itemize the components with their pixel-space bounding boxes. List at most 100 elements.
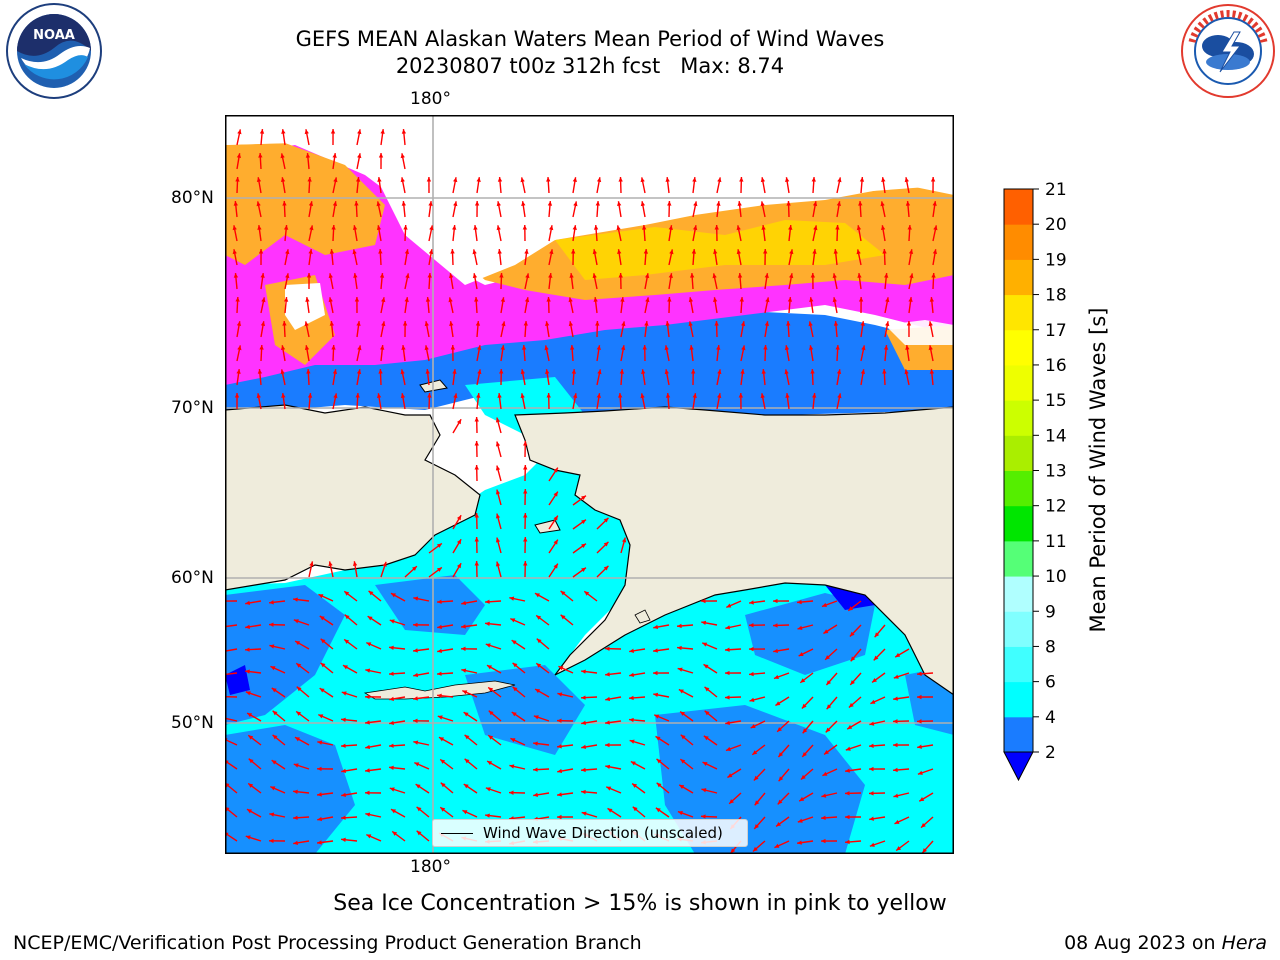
map-panel [225,115,954,854]
wave-arrow-head [874,632,880,638]
nws-logo [1181,4,1275,98]
wave-arrow-head [701,814,706,819]
wave-arrow-head [765,297,770,303]
wave-arrow-head [236,369,241,374]
wave-arrow-head [690,273,695,278]
wind-wave-arrows [225,128,938,854]
wave-arrow-head [233,201,238,206]
wave-arrow-head [237,129,242,135]
wave-arrow-head [236,321,242,327]
wave-arrow-head [664,345,669,351]
wave-arrow-head [365,694,370,700]
wave-arrow-head [653,670,658,676]
wave-arrow-head [328,273,333,279]
footer-org: NCEP/EMC/Verification Post Processing Pr… [13,932,642,954]
wave-arrow-head [581,744,587,750]
wave-arrow-head [832,273,837,279]
wave-arrow-head [797,818,803,823]
wave-arrow-head [500,345,505,350]
wave-arrow-head [245,835,251,840]
colorbar-bin [1004,611,1033,647]
wave-arrow-head [688,297,694,303]
wave-arrow-head [293,619,299,624]
wave-arrow-head [907,225,912,230]
wave-arrow-head [740,369,745,374]
wave-arrow-head [643,249,649,254]
wave-arrow-head [644,273,650,279]
wave-arrow-head [331,225,336,230]
wave-arrow-head [858,297,864,302]
wave-arrow-head [309,225,314,231]
wave-arrow-head [740,321,746,327]
wave-arrow-head [616,225,621,231]
wave-arrow-head [270,786,276,791]
wave-arrow-head [581,767,586,773]
wave-arrow-head [833,249,838,254]
wave-arrow-head [380,345,385,350]
wave-arrow-head [704,686,710,692]
wave-arrow-head [869,842,875,847]
wave-arrow-head [893,793,899,798]
wave-arrow-head [285,273,290,279]
wave-arrow-head [440,807,446,812]
wave-arrow-head [642,345,647,350]
wave-arrow-head [885,321,890,327]
wave-arrow-head [486,665,492,670]
wave-arrow-head [778,776,784,782]
wave-arrow-head [293,763,299,768]
wave-arrow-head [849,631,855,637]
wave-arrow-head [729,799,734,804]
wave-arrow-head [845,839,850,845]
colorbar-bin [1004,470,1033,507]
wave-arrow-head [632,806,638,812]
wave-arrow-head [523,441,528,446]
longitude-label-bottom: 180° [410,857,451,877]
wave-arrow-head [235,177,240,182]
wave-arrow-head [930,177,936,182]
wave-arrow-head [933,225,938,231]
wave-arrow-head [581,811,587,816]
wave-arrow-head [932,249,938,255]
footer-date: 08 Aug 2023 on Hera [1064,932,1267,954]
wave-arrow-head [294,737,300,742]
wave-arrow-head [549,249,554,255]
wave-arrow-head [476,393,481,398]
wave-arrow-head [606,786,612,791]
wave-arrow-head [424,345,429,351]
wave-arrow-head [824,750,829,755]
wave-arrow-head [727,773,733,778]
wave-arrow-head [629,695,634,701]
wave-arrow-head [485,643,491,648]
wave-arrow-head [785,393,790,398]
wave-arrow-head [605,764,611,770]
wave-arrow-head [260,321,266,327]
wave-arrow-head [823,629,829,634]
wave-arrow-head [427,393,432,398]
wave-arrow-head [474,417,479,422]
wave-arrow-head [536,638,542,644]
wave-arrow-head [835,345,840,350]
wave-arrow-head [257,225,262,230]
wave-arrow-head [571,369,577,374]
wave-arrow-head [893,742,898,748]
wave-arrow-head [365,790,370,796]
wave-arrow-head [785,177,790,182]
wave-arrow-head [904,177,909,183]
wave-arrow-head [581,720,586,725]
wave-arrow-head [908,249,914,255]
wave-arrow-head [568,321,574,327]
wave-arrow-head [428,201,433,206]
colorbar-bin [1004,224,1033,260]
wave-arrow-head [296,663,302,668]
wave-arrow-head [581,519,586,525]
wave-arrow-head [305,297,310,302]
wave-arrow-head [737,273,743,278]
wave-arrow-head [739,177,744,182]
wave-arrow-head [788,225,793,230]
wave-arrow-head [488,710,494,716]
colorbar-bin [1004,329,1033,366]
wave-arrow-head [357,153,362,159]
wave-arrow-head [329,249,335,254]
wave-arrow-head [810,369,815,374]
wave-arrow-head [280,153,285,159]
